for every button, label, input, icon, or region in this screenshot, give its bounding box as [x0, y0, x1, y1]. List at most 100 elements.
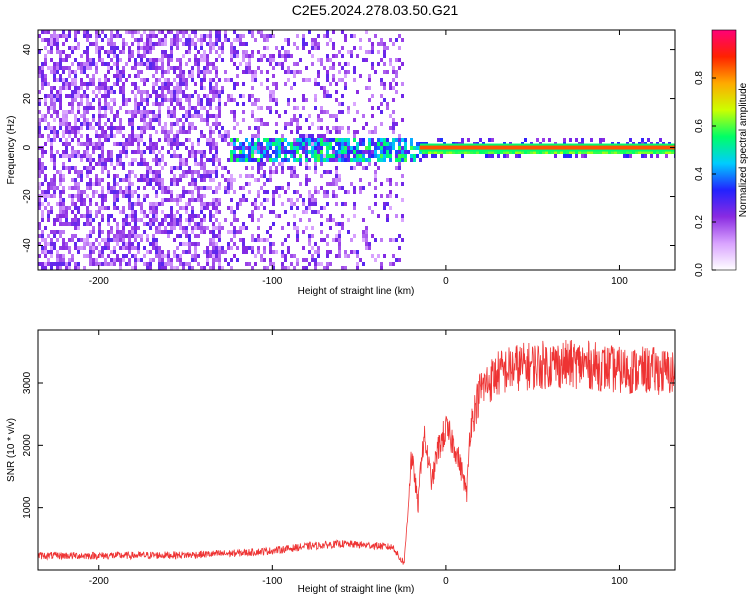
heatmap-cell: [386, 142, 389, 146]
heatmap-cell: [233, 54, 236, 58]
heatmap-cell: [173, 154, 176, 158]
heatmap-cell: [281, 242, 284, 246]
heatmap-cell: [164, 78, 167, 82]
heatmap-cell: [263, 150, 266, 154]
heatmap-cell: [50, 146, 53, 150]
heatmap-cell: [413, 146, 416, 150]
heatmap-cell: [230, 258, 233, 262]
heatmap-cell: [107, 70, 110, 74]
heatmap-cell: [215, 246, 218, 250]
heatmap-cell: [140, 34, 143, 38]
heatmap-cell: [164, 94, 167, 98]
heatmap-cell: [110, 186, 113, 190]
heatmap-cell: [386, 194, 389, 198]
heatmap-cell: [173, 150, 176, 154]
heatmap-cell: [53, 186, 56, 190]
heatmap-cell: [644, 154, 647, 158]
heatmap-cell: [296, 238, 299, 242]
heatmap-cell: [365, 50, 368, 54]
heatmap-cell: [263, 182, 266, 186]
heatmap-cell: [212, 42, 215, 46]
heatmap-cell: [323, 66, 326, 70]
heatmap-cell: [161, 222, 164, 226]
y-tick-label: 20: [22, 93, 33, 105]
heatmap-cell: [59, 66, 62, 70]
heatmap-cell: [86, 166, 89, 170]
colorbar-frame: [711, 29, 737, 271]
heatmap-cell: [44, 250, 47, 254]
heatmap-cell: [176, 218, 179, 222]
heatmap-cell: [212, 242, 215, 246]
heatmap-cell: [104, 98, 107, 102]
heatmap-cell: [383, 138, 386, 142]
heatmap-cell: [182, 142, 185, 146]
heatmap-cell: [116, 198, 119, 202]
heatmap-cell: [287, 250, 290, 254]
heatmap-cell: [131, 246, 134, 250]
heatmap-cell: [416, 146, 419, 150]
heatmap-cell: [170, 122, 173, 126]
heatmap-cell: [335, 126, 338, 130]
heatmap-cell: [182, 174, 185, 178]
heatmap-cell: [599, 150, 602, 154]
heatmap-cell: [368, 182, 371, 186]
heatmap-cell: [98, 230, 101, 234]
heatmap-cell: [98, 222, 101, 226]
heatmap-cell: [314, 98, 317, 102]
heatmap-cell: [38, 186, 41, 190]
heatmap-cell: [188, 114, 191, 118]
heatmap-cell: [353, 214, 356, 218]
heatmap-cell: [344, 62, 347, 66]
heatmap-cell: [287, 222, 290, 226]
heatmap-cell: [227, 242, 230, 246]
heatmap-cell: [212, 138, 215, 142]
heatmap-cell: [113, 142, 116, 146]
heatmap-cell: [122, 162, 125, 166]
heatmap-cell: [155, 194, 158, 198]
heatmap-cell: [38, 206, 41, 210]
heatmap-cell: [173, 182, 176, 186]
heatmap-cell: [161, 74, 164, 78]
heatmap-cell: [377, 50, 380, 54]
heatmap-cell: [368, 86, 371, 90]
heatmap-cell: [152, 146, 155, 150]
heatmap-cell: [68, 102, 71, 106]
heatmap-cell: [80, 134, 83, 138]
heatmap-cell: [227, 206, 230, 210]
heatmap-cell: [212, 202, 215, 206]
heatmap-cell: [113, 246, 116, 250]
heatmap-cell: [59, 218, 62, 222]
heatmap-cell: [293, 70, 296, 74]
heatmap-cell: [413, 158, 416, 162]
heatmap-cell: [350, 158, 353, 162]
heatmap-cell: [221, 58, 224, 62]
heatmap-cell: [158, 182, 161, 186]
heatmap-cell: [296, 234, 299, 238]
heatmap-cell: [107, 50, 110, 54]
heatmap-cell: [254, 70, 257, 74]
heatmap-cell: [44, 58, 47, 62]
heatmap-cell: [143, 42, 146, 46]
heatmap-cell: [245, 158, 248, 162]
heatmap-cell: [182, 30, 185, 34]
heatmap-cell: [188, 42, 191, 46]
heatmap-cell: [335, 202, 338, 206]
heatmap-cell: [137, 74, 140, 78]
heatmap-cell: [317, 158, 320, 162]
heatmap-cell: [227, 246, 230, 250]
heatmap-cell: [302, 146, 305, 150]
heatmap-cell: [671, 150, 674, 154]
heatmap-cell: [59, 210, 62, 214]
heatmap-cell: [305, 166, 308, 170]
y-tick-label: 3000: [22, 371, 33, 394]
heatmap-cell: [386, 154, 389, 158]
heatmap-cell: [269, 34, 272, 38]
heatmap-cell: [164, 50, 167, 54]
heatmap-cell: [536, 150, 539, 154]
heatmap-cell: [164, 186, 167, 190]
heatmap-cell: [200, 82, 203, 86]
heatmap-cell: [638, 150, 641, 154]
heatmap-cell: [383, 150, 386, 154]
heatmap-cell: [98, 50, 101, 54]
heatmap-cell: [137, 198, 140, 202]
